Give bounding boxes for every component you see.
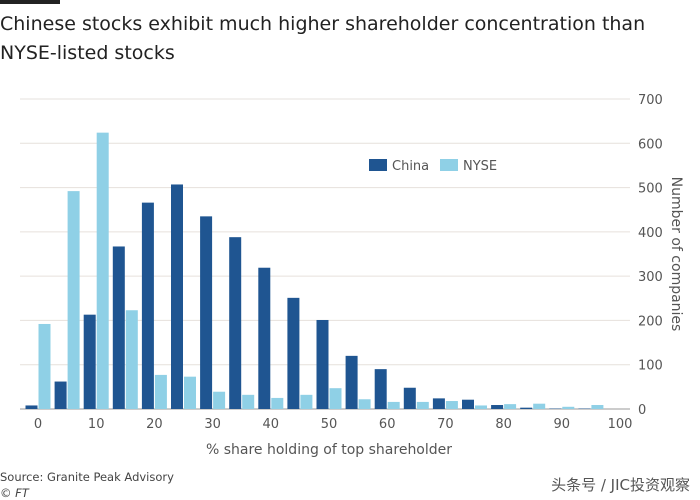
watermark: 头条号 / JIC投资观察: [551, 476, 690, 494]
x-tick-label: 20: [146, 417, 163, 432]
x-tick-label: 0: [34, 417, 42, 432]
x-tick-label: 80: [495, 417, 512, 432]
bar-nyse-95: [591, 405, 604, 409]
bar-china-40: [258, 267, 271, 409]
bar-china-80: [491, 405, 504, 409]
y-tick-label: 700: [638, 93, 663, 108]
bar-nyse-0: [38, 323, 51, 409]
bar-nyse-30: [213, 391, 226, 409]
y-tick-label: 500: [638, 182, 663, 197]
bar-nyse-80: [504, 404, 517, 409]
x-axis-label: % share holding of top shareholder: [206, 442, 452, 458]
bar-china-70: [432, 398, 445, 409]
x-tick-label: 90: [554, 417, 571, 432]
bar-nyse-15: [125, 310, 138, 409]
credit: © FT: [0, 486, 29, 500]
legend-label-nyse: NYSE: [463, 159, 497, 174]
bar-nyse-25: [184, 376, 196, 409]
bar-china-5: [54, 381, 67, 409]
y-tick-label: 100: [638, 359, 663, 374]
bar-nyse-40: [271, 397, 284, 409]
bar-nyse-10: [96, 132, 109, 409]
y-tick-label: 0: [638, 403, 646, 418]
bar-china-0: [25, 405, 38, 409]
bar-nyse-45: [300, 394, 313, 409]
bar-china-75: [462, 399, 474, 409]
y-tick-label: 300: [638, 270, 663, 285]
bar-nyse-50: [329, 388, 342, 409]
chart-title: Chinese stocks exhibit much higher share…: [0, 13, 646, 64]
y-tick-label: 400: [638, 226, 663, 241]
x-tick-label: 40: [263, 417, 280, 432]
y-axis-label: Number of companies: [668, 177, 684, 332]
x-tick-label: 100: [608, 417, 633, 432]
x-tick-label: 70: [437, 417, 454, 432]
x-tick-label: 60: [379, 417, 396, 432]
bar-china-55: [345, 355, 358, 409]
bar-nyse-90: [562, 406, 575, 409]
bar-nyse-5: [67, 191, 80, 409]
bar-china-50: [316, 319, 329, 409]
y-tick-label: 600: [638, 137, 663, 152]
bar-china-45: [287, 297, 300, 409]
x-tick-label: 50: [321, 417, 338, 432]
x-tick-label: 30: [204, 417, 221, 432]
bar-china-10: [83, 314, 96, 409]
chart-svg: 0 100 200 300 400 500 600 700 0 10 20 30 40 50 60 70 80 9…: [20, 93, 684, 458]
bar-nyse-55: [358, 399, 371, 409]
bar-china-15: [112, 246, 125, 409]
bar-nyse-60: [387, 401, 400, 409]
bar-nyse-75: [475, 405, 487, 409]
bar-china-60: [374, 369, 387, 409]
y-tick-label: 200: [638, 314, 663, 329]
bar-china-65: [403, 387, 416, 409]
ft-top-bar: [0, 0, 60, 4]
bar-china-20: [141, 202, 154, 409]
legend-swatch-china: [369, 159, 387, 171]
bar-china-25: [171, 184, 183, 409]
bar-nyse-35: [242, 394, 255, 409]
legend-swatch-nyse: [440, 159, 458, 171]
bar-nyse-65: [416, 401, 429, 409]
bar-china-30: [200, 216, 213, 409]
x-tick-label: 10: [88, 417, 105, 432]
bar-china-35: [229, 237, 242, 409]
bar-nyse-70: [445, 401, 458, 409]
bar-nyse-85: [533, 403, 546, 409]
bar-china-85: [520, 407, 533, 409]
bar-nyse-20: [154, 374, 167, 409]
source-note: Source: Granite Peak Advisory: [0, 470, 174, 484]
legend-label-china: China: [392, 159, 429, 174]
